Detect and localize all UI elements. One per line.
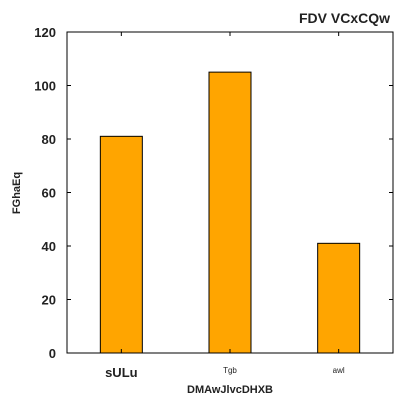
bar-sULu <box>99 135 143 354</box>
x-tick-label: Tgb <box>223 366 237 375</box>
y-tick-label: 120 <box>34 25 56 40</box>
y-tick-label: 100 <box>34 79 56 94</box>
bar-awl <box>317 242 361 354</box>
y-tick-label: 0 <box>49 346 56 361</box>
y-tick-label: 60 <box>42 186 56 201</box>
y-axis: 0 20 40 60 80 100 120 <box>34 25 393 361</box>
y-axis-label: FGhaEq <box>11 172 23 214</box>
chart-title: FDV VCxCQw <box>299 10 390 26</box>
x-tick-label: awl <box>333 366 345 375</box>
x-axis: sULu Tgb awl <box>105 32 345 380</box>
bar-Tgb <box>208 71 252 354</box>
bars-group <box>99 71 361 354</box>
y-tick-label: 80 <box>42 132 56 147</box>
x-tick-label: sULu <box>105 365 138 380</box>
y-tick-label: 40 <box>42 239 56 254</box>
y-tick-label: 20 <box>42 293 56 308</box>
x-axis-label: DMAwJlvcDHXB <box>187 384 273 396</box>
